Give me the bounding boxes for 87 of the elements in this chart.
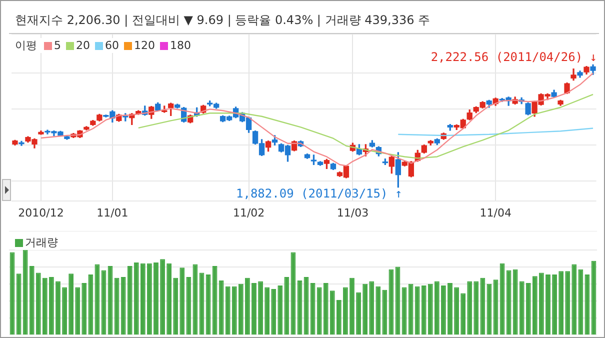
bar (558, 271, 564, 334)
bar (421, 286, 426, 334)
bar (552, 274, 557, 334)
bar (519, 281, 524, 334)
bar (460, 293, 466, 334)
bar (454, 287, 459, 334)
legend-label: 5 (54, 39, 61, 52)
annotation: 1,882.09 (2011/03/15) ↑ (236, 186, 402, 200)
bar (56, 281, 60, 334)
legend-label: 180 (170, 39, 191, 52)
bar (42, 278, 48, 334)
bar (212, 266, 218, 334)
bar (356, 292, 361, 334)
x-tick-label: 11/04 (480, 206, 512, 220)
legend-label: 60 (105, 39, 119, 52)
bar (29, 266, 34, 334)
bar (278, 286, 283, 334)
bar (343, 287, 348, 334)
bar (36, 272, 41, 334)
bar (252, 283, 256, 334)
bar (532, 276, 538, 334)
bar (526, 283, 531, 334)
bar (88, 274, 94, 334)
bar (376, 286, 381, 334)
bar (474, 281, 479, 334)
bar (310, 283, 316, 334)
bar (271, 288, 276, 334)
bar (480, 278, 486, 334)
bar (362, 284, 368, 334)
bar (408, 284, 414, 334)
bar (330, 290, 335, 334)
bar (264, 287, 270, 334)
bar (154, 262, 158, 334)
bar (572, 264, 577, 334)
bar (114, 278, 120, 334)
bar (382, 290, 388, 334)
x-tick-label: 11/01 (96, 206, 128, 220)
bar (173, 278, 178, 334)
bar (539, 272, 544, 334)
bar (166, 263, 172, 334)
bar (258, 281, 263, 334)
bar (323, 283, 328, 334)
bar (160, 259, 165, 334)
bar (120, 277, 126, 334)
legend-title: 이평 (15, 38, 37, 53)
bar (16, 274, 22, 334)
x-tick-label: 2010/12 (18, 206, 64, 220)
legend-label: 거래량 (25, 235, 58, 250)
bar (49, 277, 54, 334)
bar (218, 280, 224, 334)
bar (22, 250, 28, 334)
text: 2,222.56 (2011/04/26) ↓ (430, 50, 598, 64)
bar (565, 271, 570, 334)
legend-label: 20 (76, 39, 90, 52)
bar (336, 300, 342, 334)
bar (414, 286, 420, 334)
legend-label: 120 (134, 39, 155, 52)
bar (245, 278, 250, 334)
x-tick-label: 11/03 (336, 206, 369, 220)
bar (225, 286, 230, 334)
bar (75, 287, 80, 334)
bar (350, 278, 354, 334)
bar (441, 286, 446, 334)
bar (140, 263, 146, 334)
bar (180, 268, 185, 334)
bar (506, 270, 512, 334)
bar (434, 281, 440, 334)
bar (578, 269, 584, 334)
bar (134, 262, 139, 334)
bar (62, 287, 67, 334)
bar (68, 274, 74, 334)
bar (467, 281, 472, 334)
bar (147, 263, 152, 334)
bar (512, 269, 518, 334)
x-tick-label: 11/02 (232, 206, 265, 220)
bar (186, 277, 192, 334)
chart-title: 현재지수 2,206.30 | 전일대비 ▼ 9.69 | 등락율 0.43% | 거래량 439,336 주 (9, 5, 599, 34)
bar (316, 287, 322, 334)
bar (82, 283, 87, 334)
bar (127, 266, 132, 334)
bar (238, 284, 244, 334)
bar (284, 277, 290, 334)
bar (428, 284, 433, 334)
bar (546, 274, 550, 334)
bar (369, 281, 374, 334)
bar (448, 283, 452, 334)
bar (232, 286, 237, 334)
